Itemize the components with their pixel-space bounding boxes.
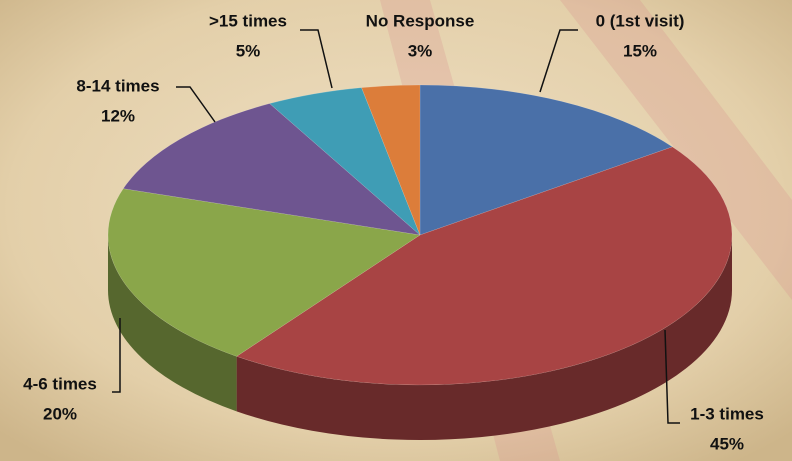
leader-line <box>300 29 333 89</box>
category-label: No Response <box>366 11 475 30</box>
slice-side <box>108 235 237 412</box>
category-label: 4-6 times <box>23 374 97 393</box>
category-label: 0 (1st visit) <box>596 11 685 30</box>
value-label: 3% <box>408 41 433 60</box>
leader-line <box>539 29 578 93</box>
slice-side <box>236 235 732 441</box>
category-label: 1-3 times <box>690 404 764 423</box>
slice <box>361 84 421 236</box>
leader-line <box>664 329 680 424</box>
value-label: 12% <box>101 106 135 125</box>
value-label: 45% <box>710 434 744 453</box>
slice <box>236 146 733 386</box>
value-label: 5% <box>236 41 261 60</box>
value-label: 20% <box>43 404 77 423</box>
category-label: 8-14 times <box>76 76 159 95</box>
slice <box>269 87 421 236</box>
slice <box>122 103 421 236</box>
leader-line <box>112 318 121 393</box>
leader-line <box>176 86 216 123</box>
slice <box>419 84 673 236</box>
value-label: 15% <box>623 41 657 60</box>
slice <box>107 188 421 357</box>
category-label: >15 times <box>209 11 287 30</box>
